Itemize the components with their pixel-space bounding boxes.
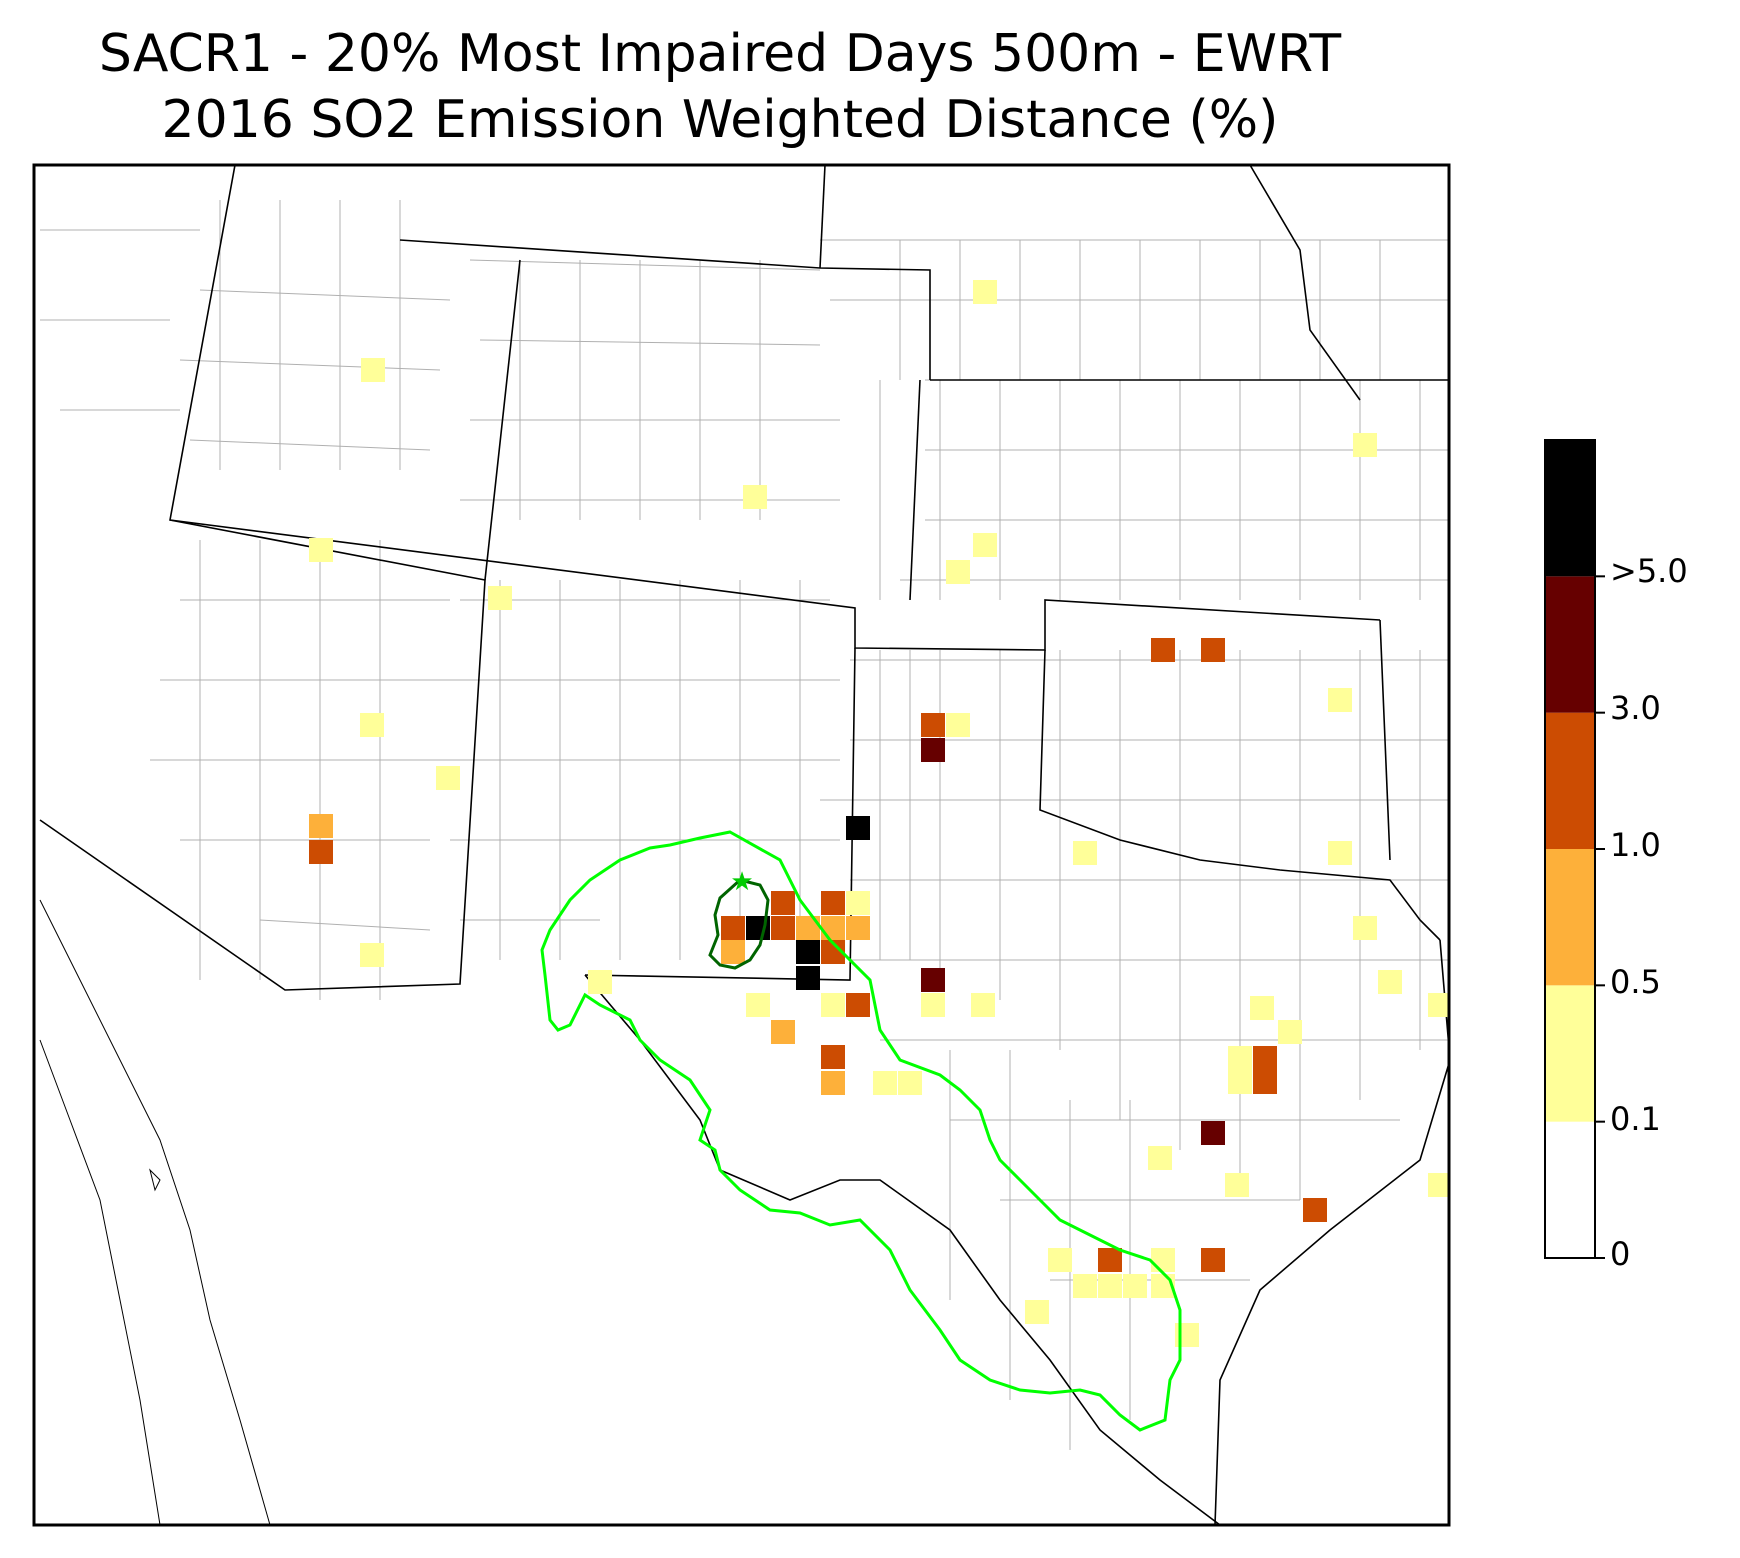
emission-cell [821,1071,845,1095]
county-borders [40,200,1449,1450]
emission-cell [873,1071,897,1095]
emission-cell [1201,1248,1225,1272]
emission-cell [946,560,970,584]
colorbar-segment [1545,849,1595,986]
emission-cell [971,993,995,1017]
colorbar-label-0.1: 0.1 [1610,1100,1661,1138]
emission-cell [721,916,745,940]
emission-cell [1098,1248,1122,1272]
emission-cell [361,358,385,382]
emission-cell [1303,1198,1327,1222]
emission-cell [921,993,945,1017]
emission-cell [746,993,770,1017]
emission-cell [488,586,512,610]
emission-cell [1428,993,1449,1017]
emission-cell [921,738,945,762]
emission-cell [436,766,460,790]
emission-cell [1353,433,1377,457]
emission-cell [1151,638,1175,662]
map-frame [32,163,1451,1527]
emission-cell [1151,1248,1175,1272]
title-line-1: SACR1 - 20% Most Impaired Days 500m - EW… [98,24,1342,84]
emission-cell [1378,970,1402,994]
emission-cell [846,816,870,840]
colorbar-segment [1545,440,1595,577]
colorbar-label-3.0: 3.0 [1610,689,1661,727]
emission-cell [1328,841,1352,865]
emission-cell [846,916,870,940]
emission-cell [921,713,945,737]
emission-cell [771,916,795,940]
colorbar-segment [1545,1121,1595,1258]
emission-cell [1148,1146,1172,1170]
emission-cell [898,1071,922,1095]
emission-cell [1201,1121,1225,1145]
colorbar-label-0: 0 [1610,1235,1631,1273]
emission-cell [946,713,970,737]
coastline [39,899,271,1525]
colorbar-label-5.0: >5.0 [1610,552,1688,590]
emission-cell [743,485,767,509]
map-area: ★ [39,165,1449,1525]
colorbar-segment [1545,985,1595,1122]
state-borders [39,165,1449,1525]
emission-cell [1098,1274,1122,1298]
emission-cell [1123,1274,1147,1298]
emission-cells [309,280,1449,1347]
site-star-icon: ★ [730,867,753,897]
emission-cell [973,280,997,304]
emission-cell [309,840,333,864]
colorbar-label-1.0: 1.0 [1610,826,1661,864]
outer-contour [540,830,1182,1432]
emission-cell [360,943,384,967]
emission-cell [588,970,612,994]
emission-cell [796,940,820,964]
colorbar-label-0.5: 0.5 [1610,963,1661,1001]
emission-cell [821,993,845,1017]
emission-cell [846,993,870,1017]
emission-cell [973,533,997,557]
emission-cell [821,916,845,940]
emission-cell [1253,1070,1277,1094]
colorbar-segment [1545,712,1595,849]
emission-cell [1073,841,1097,865]
emission-cell [846,891,870,915]
emission-cell [309,538,333,562]
emission-cell [1228,1046,1252,1070]
emission-cell [360,713,384,737]
inner-contour [708,878,770,970]
emission-cell [1201,638,1225,662]
emission-cell [1225,1173,1249,1197]
emission-cell [796,966,820,990]
emission-cell [1428,1173,1449,1197]
emission-cell [1353,916,1377,940]
emission-cell [1253,1046,1277,1070]
emission-cell [721,940,745,964]
emission-cell [1228,1070,1252,1094]
emission-cell [821,1045,845,1069]
colorbar-segment [1545,576,1595,713]
colorbar [1544,439,1605,1259]
emission-cell [771,1020,795,1044]
emission-cell [1048,1248,1072,1272]
emission-cell [1025,1300,1049,1324]
emission-cell [921,968,945,992]
emission-cell [1250,996,1274,1020]
emission-cell [821,891,845,915]
emission-cell [1278,1020,1302,1044]
emission-cell [309,814,333,838]
title-line-2: 2016 SO2 Emission Weighted Distance (%) [161,90,1279,150]
emission-cell [1073,1274,1097,1298]
emission-cell [1328,688,1352,712]
emission-cell [771,891,795,915]
